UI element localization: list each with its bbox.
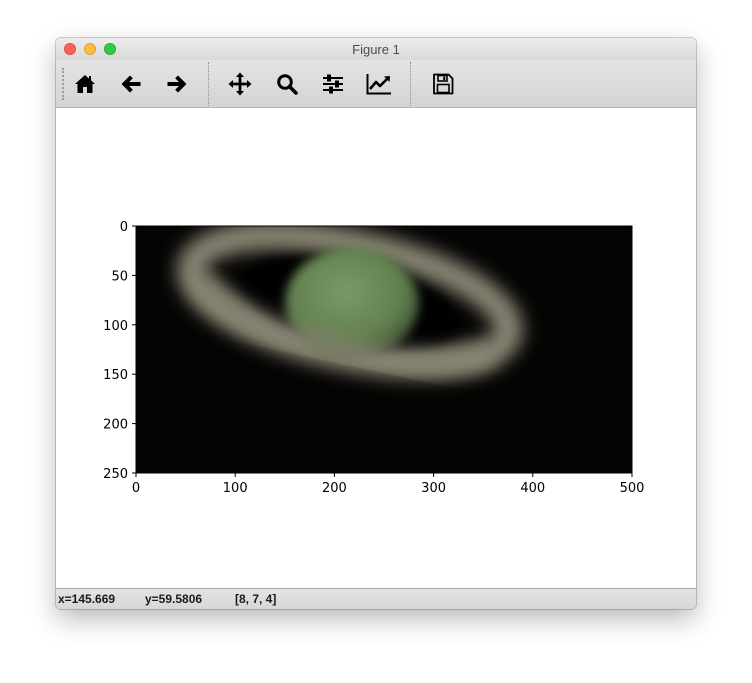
subplots-button[interactable] [320, 71, 346, 97]
y-tick-label: 150 [103, 368, 128, 383]
x-tick-label: 200 [322, 481, 347, 496]
y-tick-label: 100 [103, 319, 128, 334]
edit-axes-button[interactable] [366, 71, 392, 97]
magnifier-icon [276, 73, 298, 95]
y-tick-label: 250 [103, 467, 128, 482]
pan-button[interactable] [227, 71, 253, 97]
minimize-window-button[interactable] [84, 43, 96, 55]
toolbar-separator [410, 62, 411, 106]
axes-spines [135, 225, 633, 474]
arrow-left-icon [120, 74, 142, 94]
saturn-planet [285, 247, 419, 359]
zoom-window-button[interactable] [104, 43, 116, 55]
status-bar: x=145.669 y=59.5806 [8, 7, 4] [56, 588, 696, 609]
y-tick-label: 50 [111, 269, 128, 284]
move-icon [228, 72, 252, 96]
x-tick-label: 500 [620, 481, 645, 496]
back-button[interactable] [118, 71, 144, 97]
x-tick-label: 100 [223, 481, 248, 496]
navigation-toolbar [56, 60, 696, 108]
plot-area[interactable]: 0 100 200 300 400 500 0 50 100 150 200 250 [56, 108, 696, 588]
y-coordinate-readout: y=59.5806 [145, 592, 203, 606]
zoom-button[interactable] [274, 71, 300, 97]
x-coordinate-readout: x=145.669 [58, 592, 116, 606]
floppy-disk-icon [432, 73, 454, 95]
title-bar[interactable]: Figure 1 [56, 38, 696, 60]
x-tick-label: 0 [132, 481, 140, 496]
y-axis: 0 50 100 150 200 250 [103, 220, 136, 482]
y-tick-label: 200 [103, 418, 128, 433]
save-button[interactable] [430, 71, 456, 97]
image-artist [136, 226, 632, 473]
figure-window: Figure 1 [56, 38, 696, 609]
home-icon [74, 74, 96, 94]
axes-frame [135, 225, 633, 474]
figure-canvas[interactable]: 0 100 200 300 400 500 0 50 100 150 200 250 [56, 108, 696, 588]
line-chart-icon [366, 73, 392, 95]
x-axis: 0 100 200 300 400 500 [132, 473, 645, 496]
toolbar-separator [208, 62, 209, 106]
forward-button[interactable] [164, 71, 190, 97]
x-tick-label: 400 [520, 481, 545, 496]
close-window-button[interactable] [64, 43, 76, 55]
arrow-right-icon [166, 74, 188, 94]
y-tick-label: 0 [120, 220, 128, 235]
sliders-icon [322, 74, 344, 94]
x-tick-label: 300 [421, 481, 446, 496]
home-button[interactable] [72, 71, 98, 97]
pixel-value-readout: [8, 7, 4] [235, 592, 277, 606]
toolbar-grip[interactable] [62, 68, 66, 100]
window-title: Figure 1 [352, 42, 400, 57]
saturn-ring-front [190, 271, 497, 374]
